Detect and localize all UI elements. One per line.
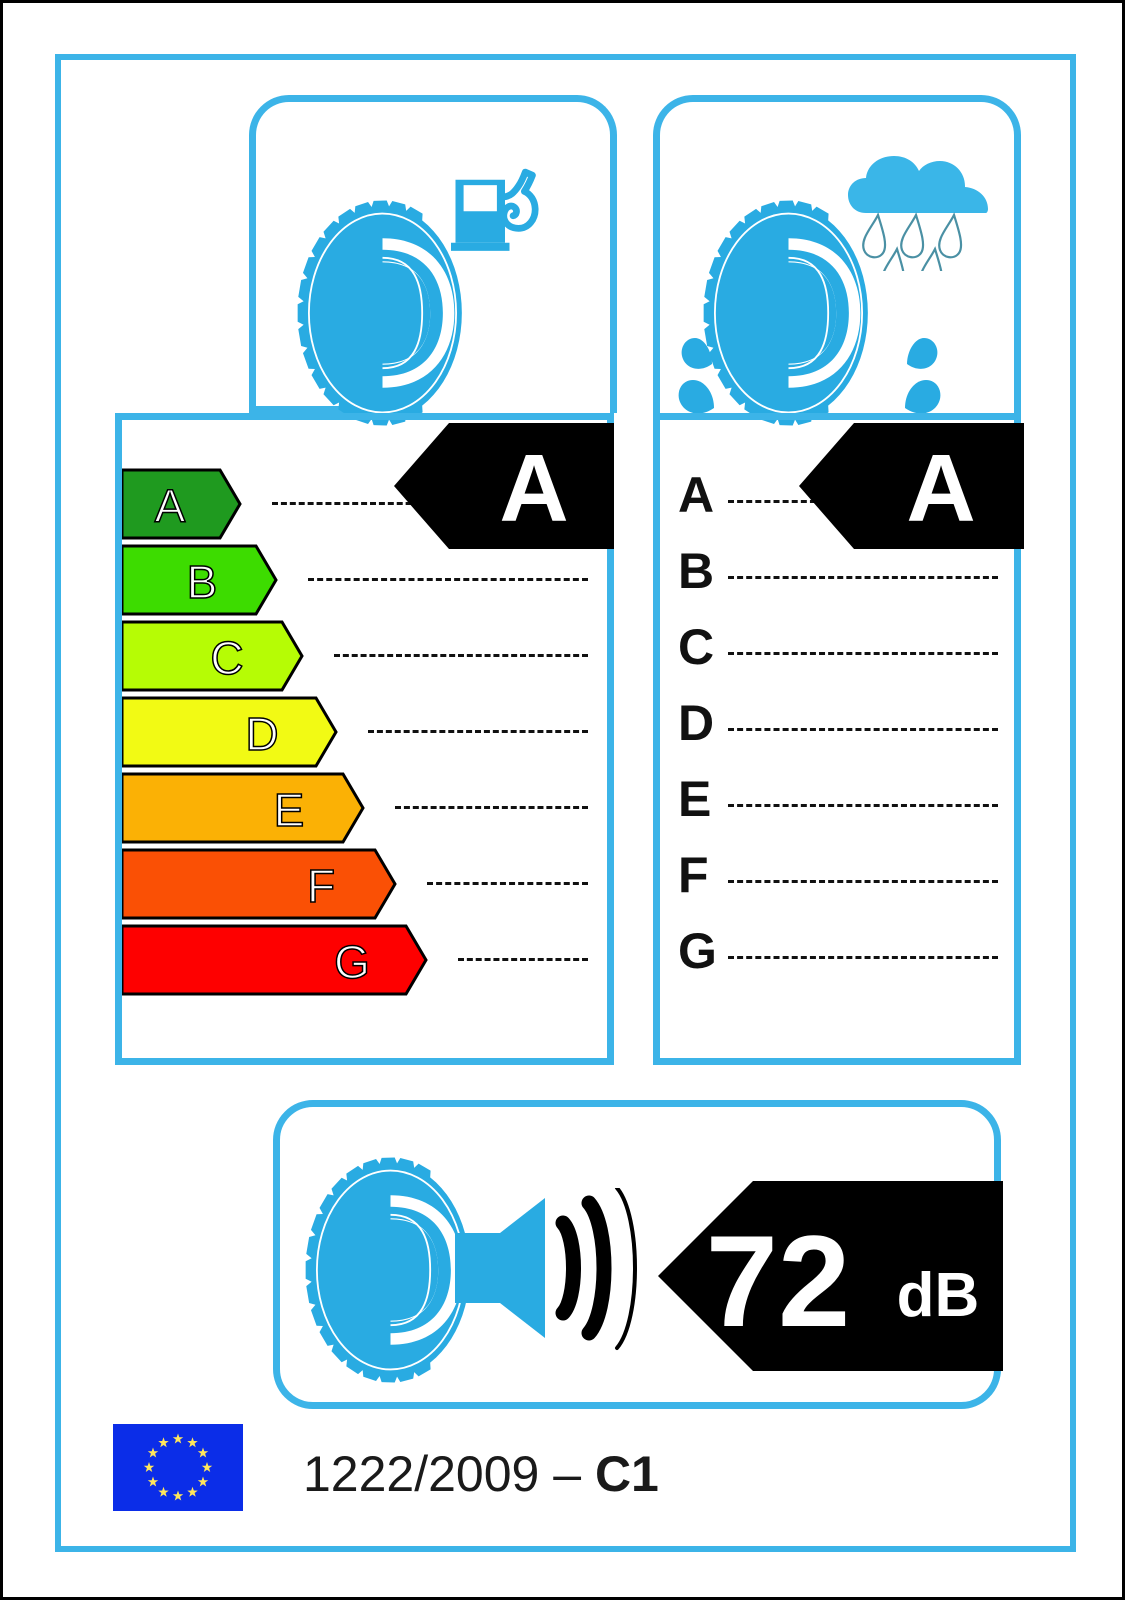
svg-text:B: B — [187, 556, 218, 608]
svg-text:E: E — [274, 784, 305, 836]
svg-text:D: D — [245, 708, 278, 760]
svg-text:A: A — [499, 435, 568, 542]
svg-text:G: G — [334, 936, 370, 988]
svg-text:F: F — [307, 860, 335, 912]
svg-text:dB: dB — [897, 1261, 980, 1330]
svg-text:A: A — [155, 480, 186, 532]
svg-text:C: C — [210, 632, 243, 684]
svg-text:72: 72 — [706, 1208, 851, 1354]
svg-text:A: A — [906, 435, 975, 542]
